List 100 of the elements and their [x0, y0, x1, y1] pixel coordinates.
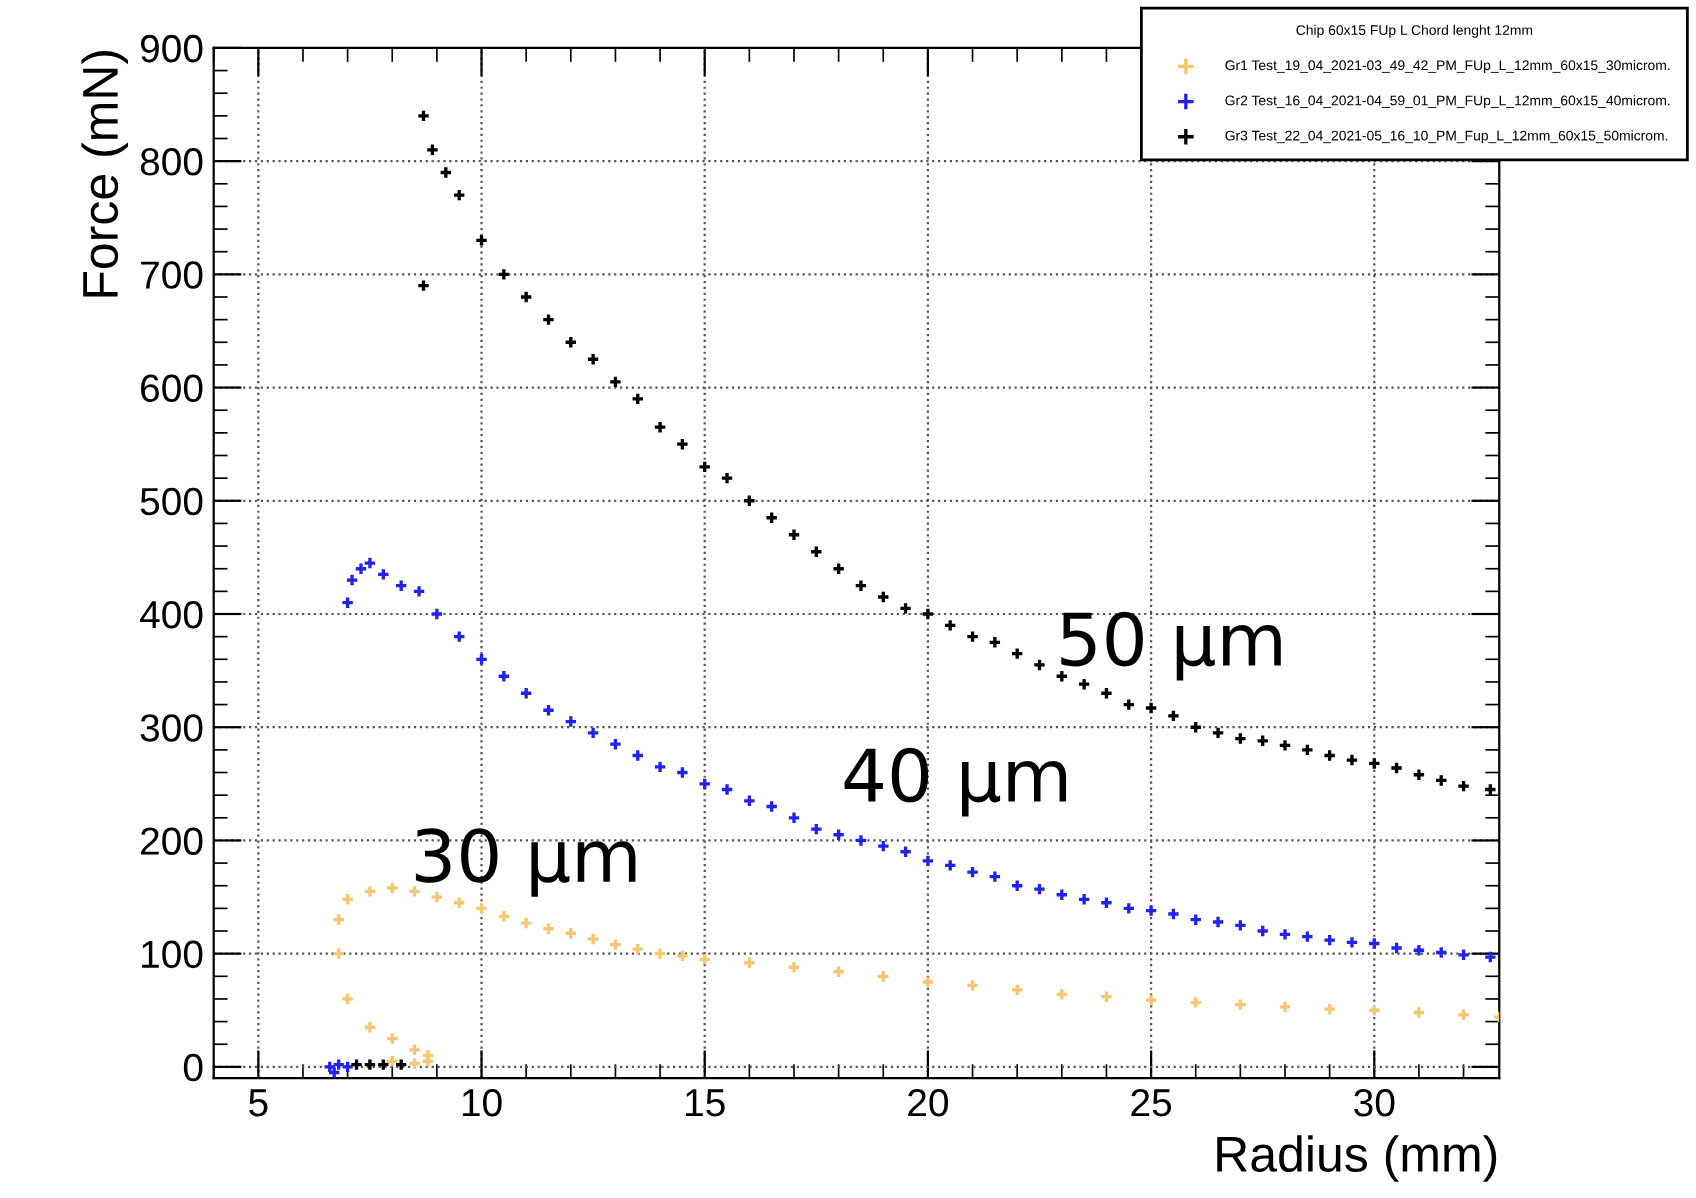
point: [563, 926, 578, 941]
point: [1144, 701, 1158, 715]
point: [1099, 989, 1114, 1004]
point: [630, 392, 645, 406]
point: [965, 865, 980, 880]
point: [340, 1060, 355, 1074]
point: [1054, 987, 1069, 1002]
point: [921, 607, 935, 621]
point: [349, 1057, 364, 1072]
point: [1456, 779, 1471, 793]
point: [965, 629, 980, 644]
point: [363, 884, 377, 899]
y-tick-label: 300: [140, 714, 203, 742]
point: [416, 278, 431, 293]
point: [675, 437, 690, 452]
point: [1322, 748, 1337, 763]
point: [474, 652, 489, 667]
point: [1412, 943, 1426, 958]
annotation: 50 µm: [1061, 611, 1281, 681]
point: [1278, 1000, 1292, 1014]
point: [921, 853, 935, 868]
point: [331, 946, 346, 961]
point: [987, 635, 1002, 650]
point: [831, 964, 846, 979]
point: [407, 1043, 422, 1057]
point: [1367, 756, 1382, 771]
point: [1456, 947, 1471, 962]
annotation: 40 µm: [844, 747, 1067, 817]
y-tick-label: 900: [140, 34, 203, 63]
point: [340, 992, 355, 1006]
point: [854, 578, 868, 593]
point: [340, 892, 355, 907]
point: [1300, 743, 1315, 757]
point: [474, 233, 489, 248]
point: [943, 618, 958, 633]
point: [541, 921, 556, 936]
y-tick-label: 200: [141, 827, 203, 855]
point: [1345, 753, 1359, 767]
y-axis-title: Force (mN): [81, 51, 128, 297]
point: [787, 810, 801, 825]
point: [854, 833, 868, 848]
point: [1483, 782, 1498, 797]
point: [742, 493, 757, 508]
point: [394, 578, 409, 593]
point: [412, 584, 426, 599]
point: [340, 595, 355, 610]
point: [1322, 1002, 1337, 1016]
point: [653, 946, 667, 961]
point: [1166, 907, 1181, 921]
point: [376, 1057, 391, 1072]
point: [407, 1056, 422, 1071]
point: [519, 916, 534, 930]
point: [1389, 941, 1404, 955]
point: [697, 776, 712, 791]
point: [1389, 761, 1404, 775]
point: [496, 267, 511, 282]
point: [1188, 720, 1203, 735]
point: [1412, 1005, 1426, 1020]
point: [385, 881, 400, 895]
point: [1144, 903, 1158, 918]
point: [1300, 929, 1315, 944]
point: [1278, 738, 1292, 753]
point: [1144, 993, 1158, 1007]
y-tick-label: 800: [140, 148, 203, 176]
point: [1255, 733, 1270, 748]
point: [876, 969, 891, 984]
point: [1211, 726, 1225, 740]
point: [407, 884, 422, 899]
point: [327, 1065, 342, 1079]
point: [438, 165, 453, 180]
point: [563, 714, 578, 729]
x-tick-label: 20: [908, 1088, 949, 1117]
point: [1054, 669, 1069, 684]
point: [385, 1054, 400, 1069]
point: [1099, 895, 1114, 910]
point: [1032, 882, 1047, 896]
point: [809, 822, 824, 836]
point: [519, 686, 534, 701]
point: [586, 726, 600, 740]
point: [653, 759, 667, 774]
y-tick-label: 100: [142, 940, 203, 969]
point: [452, 629, 467, 644]
point: [653, 420, 667, 435]
point: [1211, 915, 1225, 929]
point: [1434, 945, 1449, 960]
point: [563, 335, 578, 350]
y-tick-label: 400: [139, 600, 203, 629]
point: [331, 912, 346, 927]
point: [363, 1020, 377, 1035]
point: [787, 527, 801, 542]
point: [720, 782, 734, 797]
point: [1233, 918, 1248, 933]
point: [1054, 887, 1069, 902]
point: [496, 669, 511, 684]
point: [1166, 709, 1181, 723]
point: [1434, 773, 1449, 788]
y-tick-label: 0: [183, 1053, 203, 1082]
point: [1233, 997, 1248, 1012]
x-tick-label: 30: [1354, 1088, 1395, 1117]
point: [921, 975, 935, 989]
